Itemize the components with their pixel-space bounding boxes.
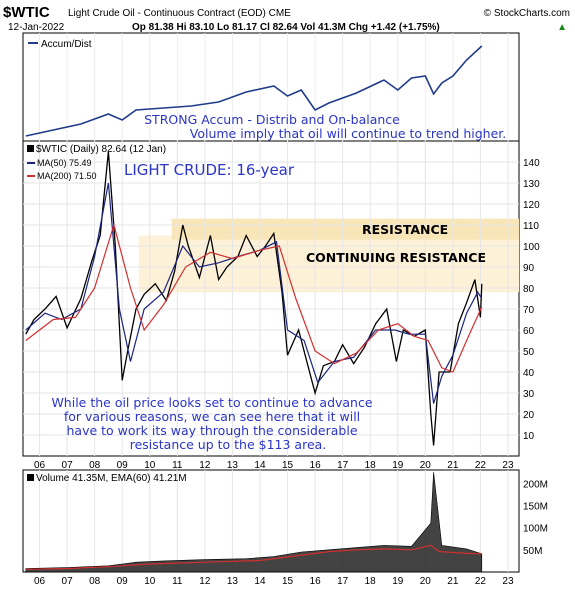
x-tick: 15: [282, 460, 294, 471]
chart-name: Light Crude Oil - Continuous Contract (E…: [68, 8, 291, 19]
continuing-resistance-label: CONTINUING RESISTANCE: [306, 250, 486, 265]
x-tick: 18: [365, 460, 377, 471]
price-legend: $WTIC (Daily) 82.64 (12 Jan): [36, 144, 166, 155]
price-y-tick: 90: [523, 263, 535, 274]
x-tick: 17: [337, 460, 349, 471]
price-y-tick: 70: [523, 305, 535, 316]
source-credit: © StockCharts.com: [484, 8, 570, 19]
price-line: [25, 151, 483, 446]
price-x-axis: 06 07 08 09 10 11 12 13 14 15 16 17 18 19 20 21 22 23: [34, 460, 514, 471]
x-tick: 08: [89, 460, 101, 471]
accum-legend: Accum/Dist: [41, 39, 92, 50]
volume-y-tick: 200M: [523, 479, 548, 490]
accum-dist-series: [25, 45, 483, 137]
x-tick: 07: [62, 576, 74, 587]
chart-date: 12-Jan-2022: [8, 22, 65, 33]
x-tick: 21: [447, 576, 459, 587]
x-tick: 16: [310, 576, 322, 587]
price-y-tick: 100: [523, 242, 540, 253]
symbol: $WTIC: [3, 4, 50, 21]
price-y-tick: 80: [523, 284, 535, 295]
volume-ema-line: [25, 544, 482, 570]
price-legend-swatch: [27, 145, 34, 152]
x-tick: 06: [34, 576, 46, 587]
x-tick: 20: [420, 576, 432, 587]
ma50-line: [25, 182, 483, 404]
price-y-tick: 120: [523, 200, 540, 211]
volume-area: [25, 472, 483, 573]
resistance-label: RESISTANCE: [362, 222, 448, 237]
note-line-1: While the oil price looks set to continu…: [51, 395, 372, 410]
volume-y-tick: 150M: [523, 501, 548, 512]
quote-line: Op 81.38 Hi 83.10 Lo 81.17 Cl 82.64 Vol …: [132, 22, 440, 33]
ma200-line: [25, 222, 483, 373]
gridlines: [23, 33, 519, 572]
volume-y-tick: 100M: [523, 524, 548, 535]
up-arrow-icon: ▲: [557, 22, 567, 33]
price-y-tick: 130: [523, 179, 540, 190]
ma50-legend: MA(50) 75.49: [37, 158, 92, 168]
x-tick: 16: [310, 460, 322, 471]
note-line-2: for various reasons, we can see here tha…: [64, 409, 360, 424]
x-tick: 11: [172, 576, 183, 587]
price-panel-title: LIGHT CRUDE: 16-year: [124, 161, 295, 179]
accum-annotation-2: Volume imply that oil will continue to t…: [190, 126, 506, 141]
x-tick: 19: [392, 576, 404, 587]
x-tick: 13: [227, 460, 239, 471]
accum-dist-line: [25, 45, 483, 137]
x-tick: 09: [117, 460, 129, 471]
volume-x-axis: 06 07 08 09 10 11 12 13 14 15 16 17 18 19 20 21 22 23: [34, 576, 514, 587]
note-line-3: have to work its way through the conside…: [66, 423, 357, 438]
volume-legend-swatch: [27, 474, 34, 481]
volume-legend: Volume 41.35M, EMA(60) 41.21M: [36, 473, 187, 484]
x-tick: 06: [34, 460, 46, 471]
resistance-band: [171, 218, 520, 240]
x-tick: 14: [254, 576, 266, 587]
price-series-group: [25, 151, 483, 446]
x-tick: 21: [447, 460, 459, 471]
volume-series-group: [25, 472, 483, 573]
x-tick: 12: [199, 576, 211, 587]
x-tick: 20: [420, 460, 432, 471]
x-tick: 10: [144, 460, 156, 471]
x-tick: 12: [199, 460, 211, 471]
x-tick: 11: [172, 460, 183, 471]
price-y-tick: 140: [523, 158, 540, 169]
x-tick: 22: [475, 460, 487, 471]
price-y-tick: 110: [523, 221, 539, 232]
x-tick: 17: [337, 576, 349, 587]
price-y-tick: 40: [523, 368, 535, 379]
note-line-4: resistance up to the $113 area.: [130, 437, 327, 452]
volume-y-tick: 50M: [523, 546, 542, 557]
x-tick: 23: [502, 576, 514, 587]
price-y-tick: 50: [523, 347, 535, 358]
accum-annotation-1: STRONG Accum - Distrib and On-balance: [144, 112, 400, 127]
x-tick: 10: [144, 576, 156, 587]
x-tick: 09: [117, 576, 129, 587]
volume-y-axis: 200M 150M 100M 50M: [523, 479, 548, 557]
x-tick: 07: [62, 460, 74, 471]
price-y-axis: 140 130 120 110 100 90 80 70 60 50 40 30 20 10: [523, 158, 540, 442]
x-tick: 13: [227, 576, 239, 587]
price-y-tick: 60: [523, 326, 535, 337]
x-tick: 19: [392, 460, 404, 471]
x-tick: 15: [282, 576, 294, 587]
price-y-tick: 10: [523, 431, 535, 442]
ma200-legend: MA(200) 71.50: [37, 171, 97, 181]
price-y-tick: 20: [523, 410, 535, 421]
x-tick: 18: [365, 576, 377, 587]
x-tick: 23: [502, 460, 514, 471]
x-tick: 22: [475, 576, 487, 587]
x-tick: 08: [89, 576, 101, 587]
x-tick: 14: [254, 460, 266, 471]
continuing-resistance-band: [138, 235, 519, 293]
price-y-tick: 30: [523, 389, 535, 400]
